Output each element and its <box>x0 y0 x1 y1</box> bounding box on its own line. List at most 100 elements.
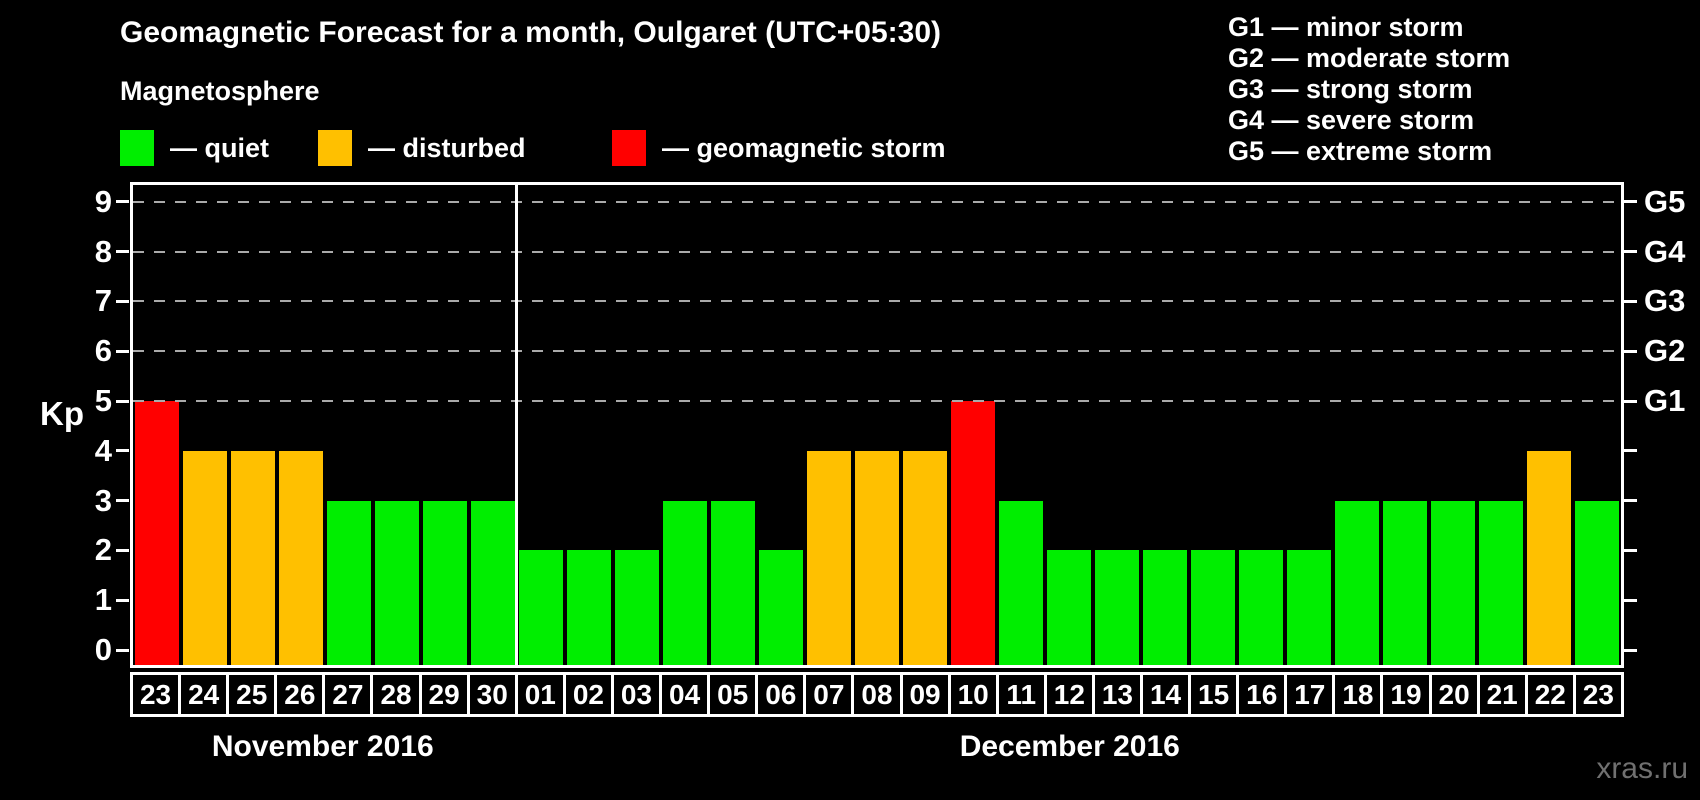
y-tick-right-9 <box>1624 200 1637 204</box>
y-tick-right-1 <box>1624 598 1637 602</box>
day-label-23: 23 <box>1572 672 1624 717</box>
kp-bar-december-03 <box>615 550 659 665</box>
bar-slot <box>1429 185 1477 665</box>
day-label-16: 16 <box>1236 672 1288 717</box>
y-tick-right-0 <box>1624 648 1637 652</box>
chart-title: Geomagnetic Forecast for a month, Oulgar… <box>120 16 942 49</box>
kp-bar-december-04 <box>663 500 707 665</box>
kp-bar-december-13 <box>1095 550 1139 665</box>
y-tick-label-8: 8 <box>94 233 112 269</box>
day-label-12: 12 <box>1043 672 1095 717</box>
bar-slot <box>325 185 373 665</box>
quiet-swatch-icon <box>120 130 154 166</box>
kp-bar-november-29 <box>423 500 467 665</box>
day-label-04: 04 <box>659 672 711 717</box>
day-label-21: 21 <box>1476 672 1528 717</box>
y-tick-left-4 <box>116 449 129 453</box>
kp-bar-december-16 <box>1239 550 1283 665</box>
chart-subtitle: Magnetosphere <box>120 76 320 106</box>
y-tick-label-0: 0 <box>94 632 112 667</box>
day-label-30: 30 <box>466 672 518 717</box>
kp-bar-december-18 <box>1335 500 1379 665</box>
day-label-03: 03 <box>610 672 663 717</box>
bars-container <box>133 185 1621 665</box>
bar-slot <box>421 185 469 665</box>
legend-item-quiet: — quiet <box>120 129 269 167</box>
bar-slot <box>469 185 517 665</box>
bar-slot <box>565 185 613 665</box>
y-axis-label: Kp <box>40 395 84 432</box>
day-label-08: 08 <box>851 672 903 717</box>
storm-scale-line-5: G5 — extreme storm <box>1228 136 1493 166</box>
y-tick-label-7: 7 <box>94 283 112 319</box>
day-label-28: 28 <box>370 672 422 717</box>
bar-slot <box>901 185 949 665</box>
month-label-2: December 2016 <box>959 730 1180 763</box>
bar-slot <box>1045 185 1093 665</box>
kp-bar-december-22 <box>1527 450 1571 665</box>
y-tick-label-5: 5 <box>94 383 112 418</box>
bar-slot <box>1189 185 1237 665</box>
bar-slot <box>517 185 565 665</box>
kp-bar-november-25 <box>231 450 275 665</box>
bar-slot <box>661 185 709 665</box>
y-tick-left-0 <box>116 648 129 652</box>
bar-slot <box>709 185 757 665</box>
bar-slot <box>1285 185 1333 665</box>
bar-slot <box>805 185 853 665</box>
y-tick-right-3 <box>1624 499 1637 503</box>
day-label-15: 15 <box>1188 672 1240 717</box>
storm-scale-line-3: G3 — strong storm <box>1228 74 1473 104</box>
kp-bar-december-14 <box>1143 550 1187 665</box>
bar-slot <box>613 185 661 665</box>
bar-slot <box>229 185 277 665</box>
bar-slot <box>1237 185 1285 665</box>
bar-slot <box>997 185 1045 665</box>
legend-label-storm: — geomagnetic storm <box>662 132 946 163</box>
bar-slot <box>1477 185 1525 665</box>
y-tick-left-8 <box>116 250 129 254</box>
y-tick-label-9: 9 <box>94 183 112 219</box>
kp-bar-november-23 <box>135 401 179 665</box>
day-label-11: 11 <box>995 672 1047 717</box>
kp-bar-december-01 <box>519 550 563 665</box>
kp-bar-december-02 <box>567 550 611 665</box>
day-label-19: 19 <box>1380 672 1432 717</box>
legend-item-disturbed: — disturbed <box>318 129 526 167</box>
bar-slot <box>1525 185 1573 665</box>
y-tick-label-6: 6 <box>94 333 112 369</box>
day-label-23: 23 <box>130 672 182 717</box>
legend-label-disturbed: — disturbed <box>368 132 526 163</box>
bar-slot <box>853 185 901 665</box>
kp-bar-december-07 <box>807 450 851 665</box>
day-label-20: 20 <box>1428 672 1480 717</box>
day-label-05: 05 <box>707 672 759 717</box>
bar-slot <box>373 185 421 665</box>
y-tick-label-3: 3 <box>94 482 112 518</box>
legend-item-storm: — geomagnetic storm <box>612 129 946 167</box>
x-axis-day-labels: 23 24 25 26 27 28 29 30 01 02 03 04 05 06 07 08 09 10 11 12… <box>130 672 1624 717</box>
day-label-02: 02 <box>562 672 614 717</box>
y-tick-right-5 <box>1624 399 1637 403</box>
day-label-26: 26 <box>274 672 326 717</box>
month-divider <box>514 185 518 665</box>
y-tick-left-1 <box>116 598 129 602</box>
gridline-kp-5 <box>133 400 1621 402</box>
bar-slot <box>1573 185 1621 665</box>
right-axis-label-G4: G4 <box>1644 233 1686 269</box>
disturbed-swatch-icon <box>318 130 352 166</box>
kp-bar-december-19 <box>1383 500 1427 665</box>
day-label-06: 06 <box>755 672 807 717</box>
y-tick-left-9 <box>116 200 129 204</box>
bar-slot <box>757 185 805 665</box>
storm-scale-line-1: G1 — minor storm <box>1228 12 1464 42</box>
kp-bar-november-26 <box>279 450 323 665</box>
storm-scale-line-4: G4 — severe storm <box>1228 105 1475 135</box>
y-tick-label-1: 1 <box>94 582 112 618</box>
day-label-14: 14 <box>1139 672 1192 717</box>
storm-scale-legend: G1 — minor storm G2 — moderate storm G3 — … <box>1228 12 1510 167</box>
kp-bar-december-12 <box>1047 550 1091 665</box>
day-label-10: 10 <box>947 672 999 717</box>
kp-bar-december-11 <box>999 500 1043 665</box>
watermark: xras.ru <box>1596 752 1688 785</box>
